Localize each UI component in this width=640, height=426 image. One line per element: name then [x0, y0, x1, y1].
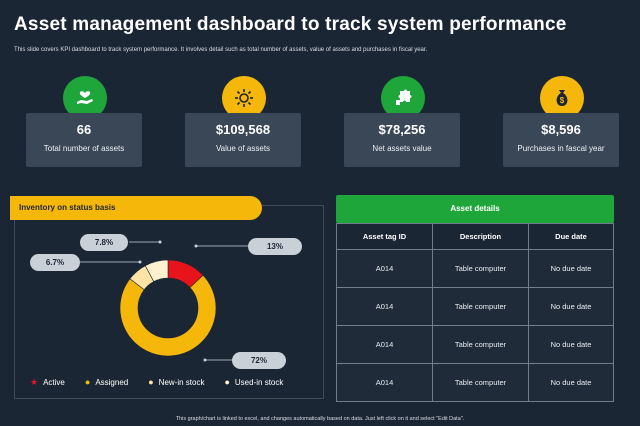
asset-details-table: Asset tag ID Description Due date A014 T…	[336, 223, 614, 402]
table-row[interactable]: A014 Table computer No due date	[336, 287, 614, 326]
kpi-label: Net assets value	[372, 144, 432, 153]
kpi-value: 66	[76, 122, 92, 137]
kpi-label: Purchases in fascal year	[517, 144, 605, 153]
column-header-asset-tag[interactable]: Asset tag ID	[336, 223, 433, 250]
table-cell: A014	[336, 325, 433, 364]
table-cell: No due date	[528, 325, 614, 364]
legend-label: New-in stock	[158, 378, 205, 387]
kpi-label: Total number of assets	[43, 144, 125, 153]
table-cell: No due date	[528, 363, 614, 402]
kpi-card-net-assets: $78,256 Net assets value	[344, 113, 460, 167]
table-cell: Table computer	[432, 363, 529, 402]
legend-item-assigned[interactable]: ● Assigned	[84, 377, 129, 388]
legend-item-active[interactable]: ★ Active	[30, 377, 65, 388]
legend-item-used-in-stock[interactable]: ● Used-in stock	[224, 377, 284, 388]
kpi-card-total-assets: 66 Total number of assets	[26, 113, 142, 167]
chart-legend: ★ Active ● Assigned ● New-in stock ● Use…	[30, 377, 303, 388]
data-label-new-in-stock: 6.7%	[30, 254, 80, 271]
table-cell: A014	[336, 287, 433, 326]
table-row[interactable]: A014 Table computer No due date	[336, 249, 614, 288]
footer-note: This graph/chart is linked to excel, and…	[175, 416, 465, 422]
inventory-title: Inventory on status basis	[10, 196, 262, 220]
svg-text:$: $	[560, 96, 565, 105]
kpi-card-purchases: $8,596 Purchases in fascal year	[503, 113, 619, 167]
kpi-value: $8,596	[541, 122, 581, 137]
page-subtitle: This slide covers KPI dashboard to track…	[14, 47, 428, 53]
star-icon: ★	[30, 377, 39, 387]
puzzle-icon	[381, 76, 425, 120]
sun-gear-icon	[222, 76, 266, 120]
table-row[interactable]: A014 Table computer No due date	[336, 363, 614, 402]
asset-details-title: Asset details	[336, 195, 614, 223]
table-cell: Table computer	[432, 287, 529, 326]
table-cell: Table computer	[432, 325, 529, 364]
dot-icon: ●	[84, 377, 91, 387]
dot-icon: ●	[224, 377, 230, 387]
kpi-value: $78,256	[378, 122, 426, 137]
table-cell: No due date	[528, 249, 614, 288]
legend-label: Assigned	[95, 378, 129, 387]
column-header-description[interactable]: Description	[432, 223, 529, 250]
kpi-label: Value of assets	[215, 144, 271, 153]
table-cell: A014	[336, 363, 433, 402]
table-cell: No due date	[528, 287, 614, 326]
column-header-due-date[interactable]: Due date	[528, 223, 614, 250]
data-label-used-in-stock: 7.8%	[80, 234, 128, 251]
legend-label: Used-in stock	[234, 378, 284, 387]
inventory-panel	[14, 205, 324, 399]
dot-icon: ●	[148, 377, 154, 387]
money-bag-icon: $	[540, 76, 584, 120]
legend-item-new-in-stock[interactable]: ● New-in stock	[148, 377, 205, 388]
table-cell: A014	[336, 249, 433, 288]
kpi-value: $109,568	[215, 122, 271, 137]
table-cell: Table computer	[432, 249, 529, 288]
hand-heart-icon	[63, 76, 107, 120]
page-title: Asset management dashboard to track syst…	[14, 14, 567, 35]
legend-label: Active	[43, 378, 65, 387]
data-label-assigned: 72%	[232, 352, 286, 369]
kpi-card-value-of-assets: $109,568 Value of assets	[185, 113, 301, 167]
data-label-active: 13%	[248, 238, 302, 255]
table-row[interactable]: A014 Table computer No due date	[336, 325, 614, 364]
